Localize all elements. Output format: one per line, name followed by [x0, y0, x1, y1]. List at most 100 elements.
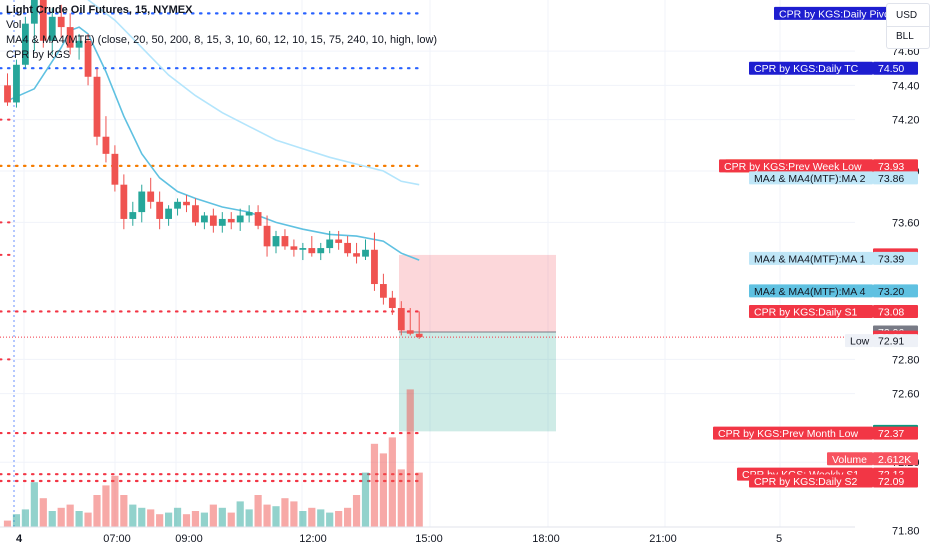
grid	[0, 0, 855, 532]
cpr-levels	[0, 12, 424, 483]
volume-bar	[415, 472, 423, 527]
chart-legend: Light Crude Oil Futures, 15, NYMEX Vol M…	[6, 3, 437, 63]
candle	[326, 230, 334, 254]
label-prev-week-low-text-box	[719, 159, 873, 173]
candle	[415, 311, 423, 339]
price-tick-label: 71.80	[892, 526, 920, 538]
label-ma1-text-box	[749, 251, 873, 265]
candle	[156, 191, 164, 230]
label-daily-pivot-text-box	[774, 6, 916, 20]
candle	[218, 212, 226, 233]
label-ma4-value: 73.20	[878, 286, 904, 298]
label-low-text-box	[845, 334, 873, 348]
short-position-tool[interactable]	[399, 254, 556, 432]
candle-body	[388, 297, 396, 309]
label-daily-s1: CPR by KGS:Daily S1 73.08	[749, 304, 918, 318]
candle-body	[111, 153, 119, 185]
label-daily-s1-text: CPR by KGS:Daily S1	[754, 306, 857, 318]
time-tick-label: 4	[16, 533, 23, 545]
candle-body	[57, 16, 65, 28]
label-ma2-text-box	[749, 171, 873, 185]
volume-bar	[379, 453, 387, 527]
label-daily-tc: CPR by KGS:Daily TC 74.50	[749, 61, 918, 75]
volume-bar	[227, 512, 235, 527]
candle-body	[236, 215, 244, 223]
target-zone	[399, 332, 556, 432]
label-volume-text-box	[827, 452, 873, 466]
label-volume-text: Volume	[832, 454, 867, 466]
candle	[281, 229, 289, 250]
label-prev-month-low-text: CPR by KGS:Prev Month Low	[718, 428, 858, 440]
candle-body	[380, 284, 387, 298]
candle	[353, 242, 360, 264]
price-tick-label: 72.60	[892, 389, 920, 401]
candle-body	[147, 191, 155, 202]
candle	[111, 145, 119, 192]
volume-bar	[406, 389, 414, 527]
label-daily-pivot-text: CPR by KGS:Daily Pivot	[779, 8, 893, 20]
unit-label[interactable]: BLL	[896, 31, 914, 42]
volume-bar	[3, 520, 12, 527]
legend-ma[interactable]: MA4 & MA4(MTF) (close, 20, 50, 200, 8, 1…	[6, 34, 438, 46]
volume-bar	[129, 504, 137, 527]
candle	[147, 177, 155, 209]
label-ma2-text: MA4 & MA4(MTF):MA 2	[754, 173, 866, 185]
candle-body	[299, 248, 307, 250]
candle-body	[218, 218, 226, 226]
price-tick-label: 74.20	[892, 115, 920, 127]
price-tick-label: 72.80	[892, 354, 920, 366]
label-ma4-text-box	[749, 284, 873, 298]
volume-bar	[218, 507, 226, 527]
label-ma1-value: 73.39	[878, 253, 904, 265]
label-prev-week-low-text: CPR by KGS:Prev Week Low	[724, 161, 862, 173]
currency-label[interactable]: USD	[896, 10, 918, 21]
candle-body	[93, 76, 101, 137]
candle-body	[174, 201, 181, 209]
label-ma1: MA4 & MA4(MTF):MA 1 73.39	[749, 251, 918, 265]
volume-bar	[200, 512, 208, 527]
volume-bar	[370, 443, 379, 527]
label-volume: Volume 2.612K	[827, 452, 918, 466]
candle	[39, 0, 47, 48]
volume-bar	[57, 507, 65, 527]
candle-body	[138, 191, 146, 213]
time-axis[interactable]: 4 07:00 09:00 12:00 15:00 18:00 21:00 5	[0, 526, 855, 550]
label-prev-week-low: CPR by KGS:Prev Week Low 73.93	[719, 159, 918, 173]
candle-body	[371, 249, 378, 285]
candle-body	[165, 208, 172, 219]
time-tick-label: 09:00	[175, 533, 203, 545]
label-volume-value: 2.612K	[878, 454, 911, 466]
candle-body	[183, 201, 190, 206]
volume-bar	[388, 437, 396, 527]
label-ma2-value: 73.86	[878, 173, 904, 185]
candle-body	[30, 0, 38, 24]
candle-body	[4, 85, 11, 103]
legend-title[interactable]: Light Crude Oil Futures, 15, NYMEX	[6, 4, 193, 16]
volume-bar	[397, 469, 405, 527]
time-axis-bg	[0, 527, 855, 550]
label-daily-tc-value: 74.50	[878, 63, 904, 75]
candle	[192, 198, 199, 226]
candle	[66, 13, 74, 55]
time-tick-label: 12:00	[299, 533, 327, 545]
candle	[272, 230, 280, 254]
volume-bar	[317, 509, 325, 527]
legend-cpr[interactable]: CPR by KGS	[6, 49, 71, 61]
candle	[138, 184, 146, 223]
volume-bar	[272, 506, 280, 527]
candle-body	[362, 249, 369, 257]
candle	[30, 0, 38, 52]
currency-unit-selector[interactable]: USD BLL	[886, 3, 930, 49]
candle-body	[84, 40, 92, 77]
volume-bar	[93, 495, 101, 527]
label-ma4: MA4 & MA4(MTF):MA 4 73.20	[749, 284, 918, 298]
candle	[227, 212, 235, 230]
candle	[57, 4, 65, 38]
volume-bar	[120, 495, 128, 527]
candle	[380, 273, 387, 305]
volume-bar	[281, 498, 289, 527]
candle-body	[22, 23, 29, 65]
legend-vol[interactable]: Vol	[6, 19, 22, 31]
